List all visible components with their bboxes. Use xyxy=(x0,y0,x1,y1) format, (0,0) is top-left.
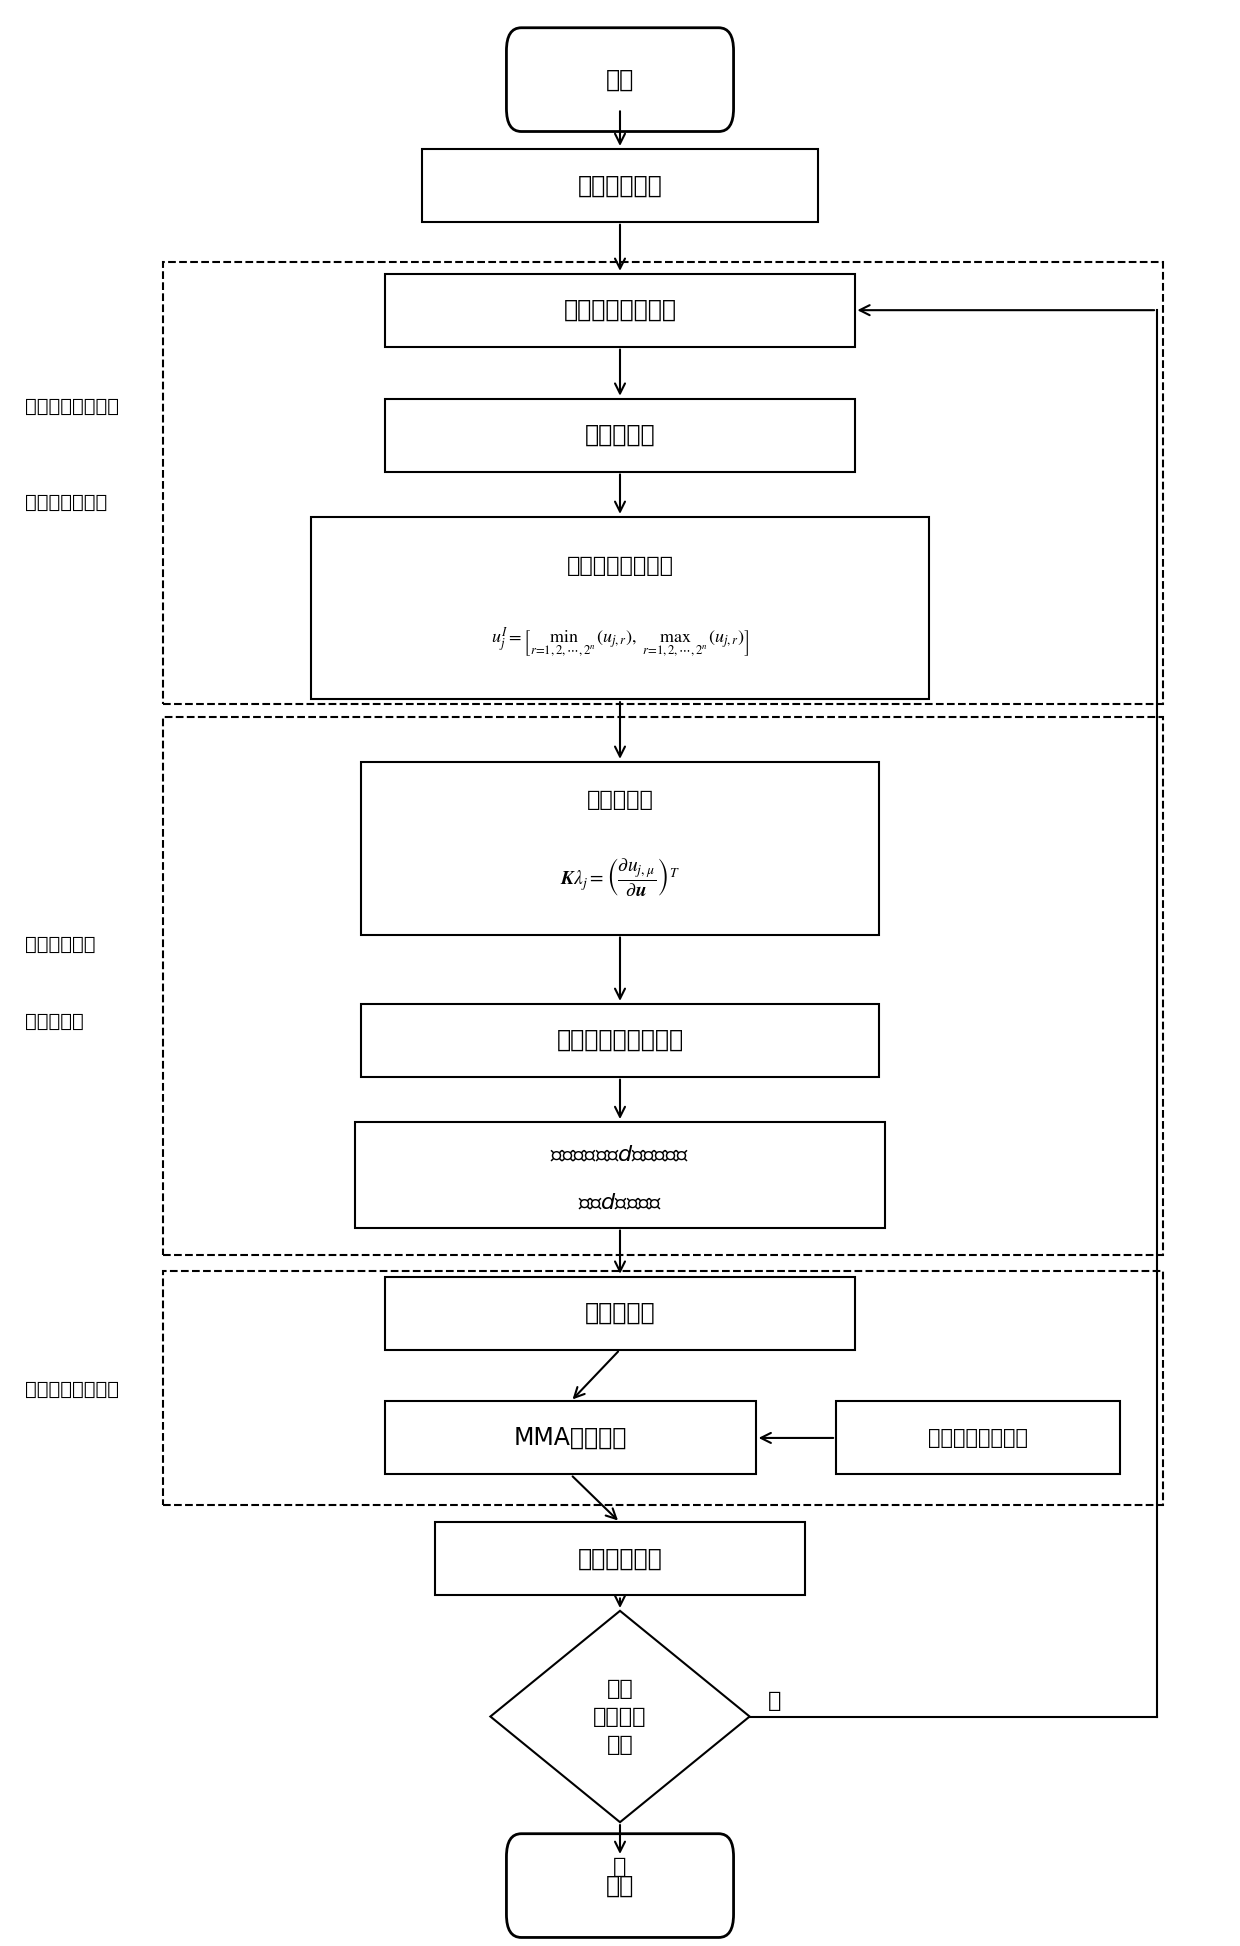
Text: 计算可靠性指: 计算可靠性指 xyxy=(25,934,95,954)
Bar xyxy=(435,1522,805,1596)
Text: 区间参数顶点法: 区间参数顶点法 xyxy=(25,492,107,512)
Text: 标的灵敏度: 标的灵敏度 xyxy=(25,1012,84,1031)
Text: 更新设计变量: 更新设计变量 xyxy=(578,1547,662,1570)
FancyBboxPatch shape xyxy=(506,27,734,132)
Text: 灵敏度过滤: 灵敏度过滤 xyxy=(585,1302,655,1325)
Text: 约束位移的上下界: 约束位移的上下界 xyxy=(567,557,673,576)
Text: 相对体积的灵敏度: 相对体积的灵敏度 xyxy=(928,1428,1028,1448)
Bar xyxy=(386,1277,854,1351)
Bar xyxy=(386,1401,756,1475)
Text: 开始: 开始 xyxy=(606,68,634,91)
Text: 优化特征距离$d$和优化特征: 优化特征距离$d$和优化特征 xyxy=(551,1146,689,1166)
Text: $u_j^I = \left[\min_{r=1,2,\cdots,2^n}(u_{j,r}),\ \max_{r=1,2,\cdots,2^n}(u_{j,r: $u_j^I = \left[\min_{r=1,2,\cdots,2^n}(u… xyxy=(491,627,749,660)
Polygon shape xyxy=(490,1611,750,1821)
Text: 有限元分析: 有限元分析 xyxy=(585,422,655,448)
Text: 伴随向量法: 伴随向量法 xyxy=(587,790,653,810)
Text: 区间参数顶点组合: 区间参数顶点组合 xyxy=(563,298,677,323)
Bar xyxy=(311,518,929,699)
Bar xyxy=(386,399,854,471)
Text: 定义设计参数: 定义设计参数 xyxy=(578,173,662,197)
Text: 否: 否 xyxy=(768,1691,781,1711)
Text: 不确定性传播分析: 不确定性传播分析 xyxy=(25,397,119,416)
Text: 是否
满足收敛
条件: 是否 满足收敛 条件 xyxy=(593,1679,647,1755)
Bar xyxy=(164,718,1163,1255)
Bar xyxy=(386,274,854,346)
FancyBboxPatch shape xyxy=(506,1833,734,1938)
Text: 距离$d$的灵敏度: 距离$d$的灵敏度 xyxy=(578,1193,662,1214)
Bar xyxy=(355,1123,885,1228)
Bar xyxy=(361,1004,879,1076)
Text: $\boldsymbol{K}\lambda_j = \left(\dfrac{\partial u_{j,\mu}}{\partial \boldsymbol: $\boldsymbol{K}\lambda_j = \left(\dfrac{… xyxy=(560,856,680,897)
Bar xyxy=(836,1401,1120,1475)
Text: 结束: 结束 xyxy=(606,1874,634,1897)
Bar xyxy=(361,761,879,934)
Bar xyxy=(164,263,1163,704)
Text: 位移上下界的灵敏度: 位移上下界的灵敏度 xyxy=(557,1027,683,1053)
Bar xyxy=(423,148,817,222)
Text: 是: 是 xyxy=(614,1856,626,1876)
Bar xyxy=(164,1271,1163,1504)
Text: 计算新的设计变量: 计算新的设计变量 xyxy=(25,1380,119,1399)
Text: MMA优化算法: MMA优化算法 xyxy=(513,1426,627,1450)
